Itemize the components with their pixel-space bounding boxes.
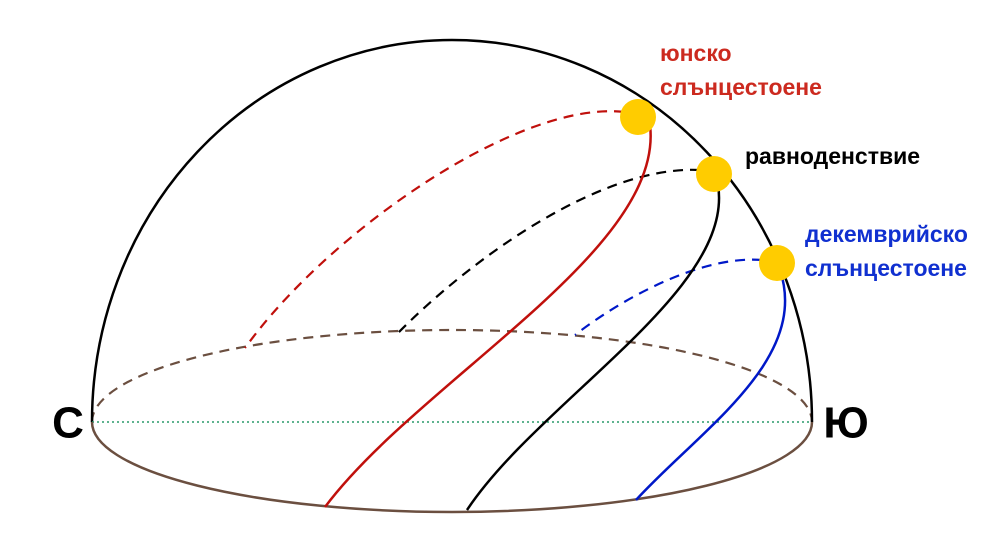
december-label: декемврийско: [805, 221, 968, 247]
south-label: Ю: [823, 399, 868, 448]
sun-june: [620, 99, 656, 135]
equinox-path: [465, 184, 721, 511]
june-path: [323, 124, 652, 508]
june-label: слънцестоене: [660, 74, 822, 100]
horizon-back: [90, 328, 814, 423]
december-path-hidden: [574, 258, 763, 336]
december-path: [635, 269, 787, 501]
north-label: С: [52, 399, 84, 448]
dome: [90, 38, 814, 423]
june-label: юнско: [660, 40, 732, 66]
equinox-label: равноденствие: [745, 143, 920, 169]
sun-equinox: [696, 156, 732, 192]
sun-december: [759, 245, 795, 281]
december-label: слънцестоене: [805, 255, 967, 281]
june-path-hidden: [244, 110, 625, 349]
horizon-front: [90, 421, 814, 514]
equinox-path-hidden: [397, 168, 701, 334]
